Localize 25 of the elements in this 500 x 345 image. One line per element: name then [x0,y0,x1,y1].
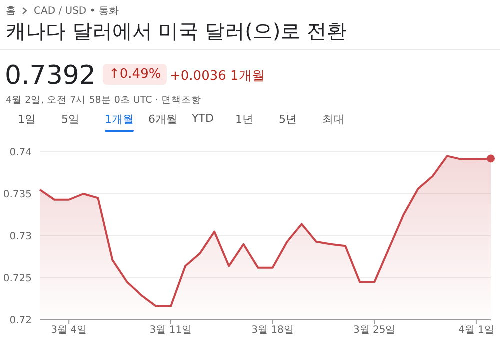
text: ↑0.49% [103,64,168,85]
chart-title: 캐나다 달러에서 미국 달러(으)로 전환 [6,18,348,45]
x-tick-label: 3월 25일 [353,325,396,336]
text: 5일 [62,112,80,127]
text: 최대 [322,112,344,127]
text: YTD [192,112,214,125]
text: 5년 [279,112,297,127]
y-tick-label: 0.735 [3,190,32,201]
text: 6개월 [148,112,178,127]
text: 1일 [18,112,36,127]
text: 0.7392 [5,61,96,91]
x-tick-label: 3월 11일 [150,325,192,336]
text: 1년 [236,112,254,127]
text: +0.0036 1개월 [170,68,265,85]
x-tick-label: 3월 18일 [252,325,294,336]
text: 홈 [6,5,16,18]
text: 4월 2일, 오전 7시 58분 0초 UTC · 면책조항 [6,94,202,107]
y-tick-label: 0.74 [10,148,32,159]
y-tick-label: 0.72 [10,316,32,327]
text: 1개월 [105,112,134,128]
y-tick-label: 0.73 [10,232,32,243]
x-tick-label: 4월 1일 [458,325,494,336]
y-tick-label: 0.725 [3,274,32,285]
x-tick-label: 3월 4일 [51,325,88,336]
text: CAD / USD • 통화 [34,5,119,18]
